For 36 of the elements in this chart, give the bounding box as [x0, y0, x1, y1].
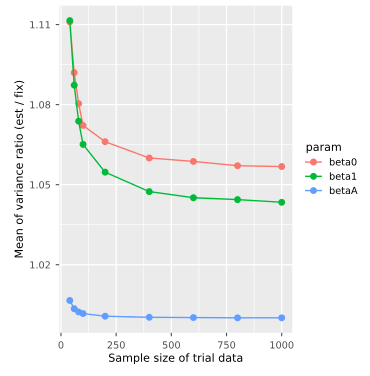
point [278, 163, 286, 170]
point [102, 168, 109, 176]
y-tick-label: 1.11 [30, 21, 50, 28]
x-tick-label: 500 [162, 341, 180, 349]
legend-title: param [306, 144, 341, 154]
point [80, 140, 87, 148]
point [234, 314, 242, 322]
x-tick-label: 250 [108, 341, 125, 349]
legend-label: beta1 [330, 172, 356, 180]
point [190, 194, 197, 202]
point [80, 310, 87, 318]
x-axis-title: Sample size of trial data [108, 353, 242, 364]
point [234, 162, 242, 170]
point [146, 154, 153, 162]
legend-label: beta0 [330, 158, 357, 166]
y-tick-label: 1.08 [30, 101, 50, 108]
x-tick-label: 0 [58, 341, 64, 349]
point [234, 196, 242, 204]
point [75, 118, 82, 125]
point [102, 312, 109, 320]
legend-label: betaA [330, 186, 358, 194]
y-axis-title: Mean of variance ratio (est / fix) [14, 80, 24, 258]
point [146, 188, 153, 196]
point [190, 158, 197, 165]
point [278, 314, 286, 322]
point [66, 297, 74, 304]
point [102, 138, 109, 146]
x-tick-label: 1000 [270, 341, 294, 349]
point [80, 122, 87, 129]
y-tick-label: 1.05 [30, 181, 50, 189]
point [70, 82, 78, 89]
point [190, 314, 197, 322]
x-tick-label: 750 [218, 341, 236, 349]
point [278, 198, 286, 206]
point [146, 314, 153, 321]
y-tick-label: 1.02 [30, 261, 50, 269]
